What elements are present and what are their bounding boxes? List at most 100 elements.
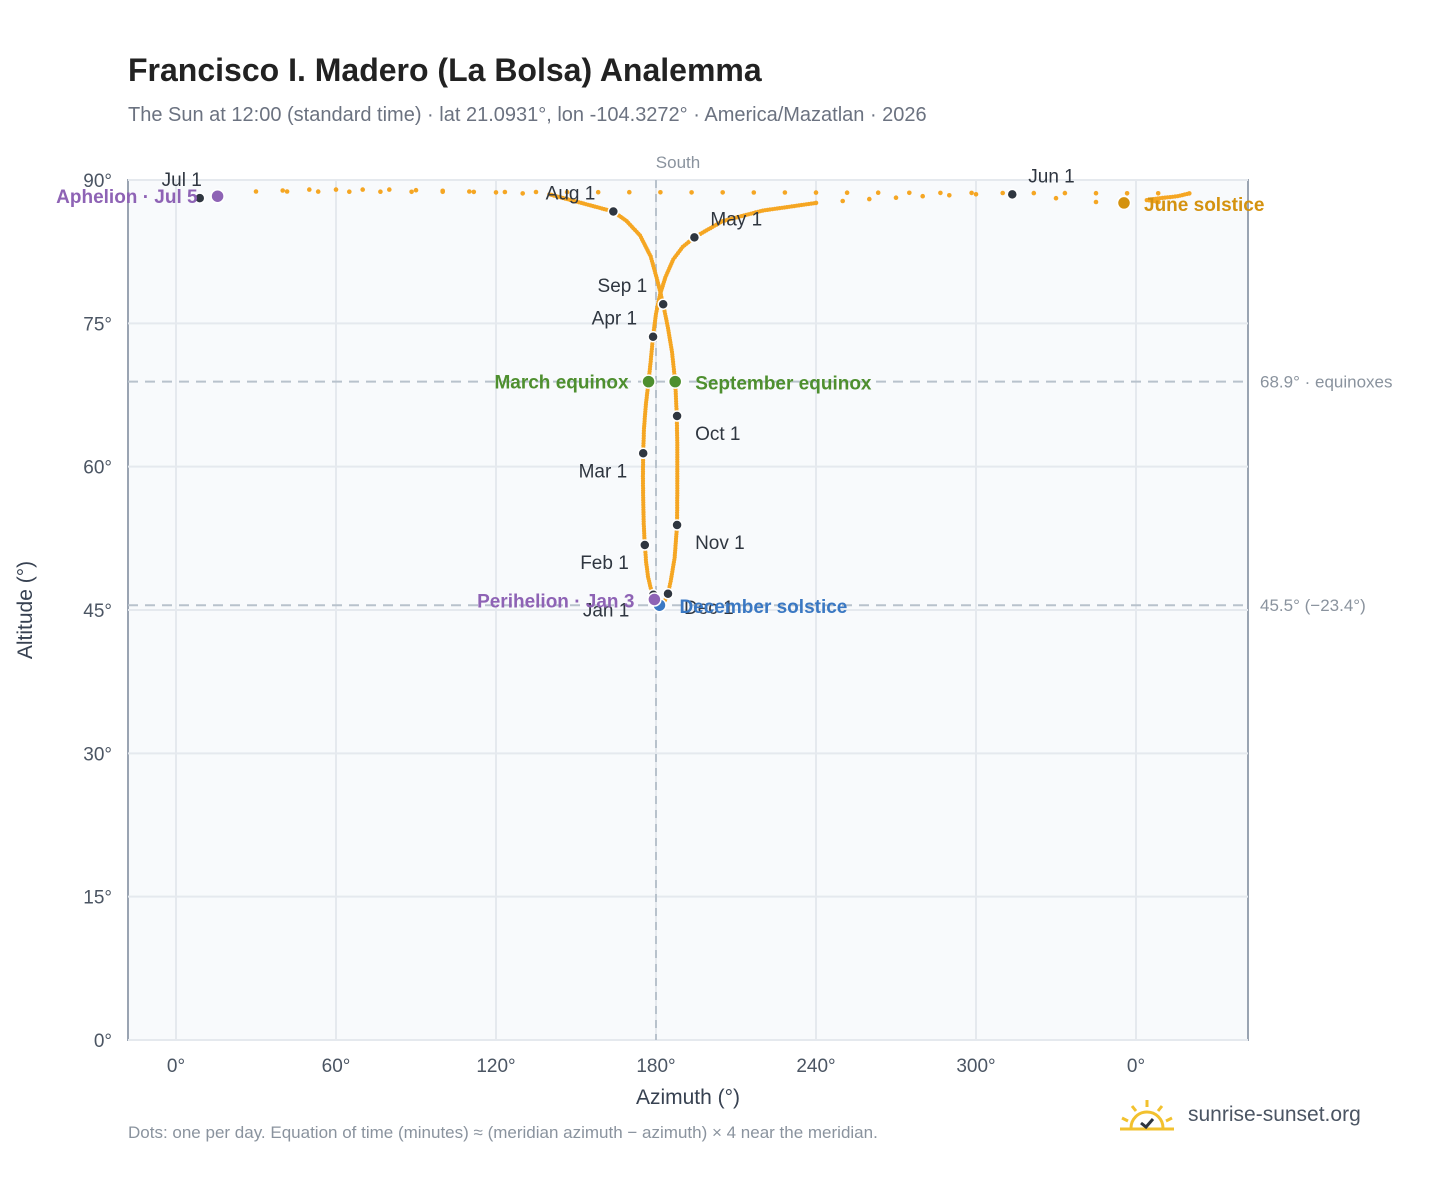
daily-dot <box>1155 191 1161 196</box>
daily-dot <box>720 190 725 195</box>
brand-text: sunrise-sunset.org <box>1188 1103 1361 1126</box>
daily-dot <box>1000 190 1005 196</box>
event-marker <box>647 592 662 607</box>
month-label: Apr 1 <box>592 309 637 330</box>
daily-dot <box>893 195 899 200</box>
daily-dot <box>627 189 632 195</box>
event-marker <box>210 188 225 204</box>
x-tick-label: 300° <box>956 1056 995 1077</box>
sun-logo-icon <box>1120 1100 1174 1131</box>
brand[interactable]: sunrise-sunset.org <box>1118 1098 1361 1132</box>
daily-dot <box>307 187 312 192</box>
month-label: Nov 1 <box>695 533 745 554</box>
daily-dot <box>658 190 663 195</box>
daily-dot <box>751 190 757 195</box>
x-tick-label: 120° <box>476 1056 515 1077</box>
daily-dot <box>280 188 286 193</box>
month-label: Feb 1 <box>580 553 629 574</box>
event-marker <box>641 374 656 389</box>
x-tick-label: 0° <box>167 1056 185 1077</box>
daily-dot <box>947 193 952 198</box>
daily-dot <box>284 189 290 194</box>
daily-dot <box>1124 191 1130 196</box>
daily-dot <box>253 189 259 194</box>
chart-subtitle: The Sun at 12:00 (standard time) · lat 2… <box>128 104 927 126</box>
y-tick-label: 15° <box>83 888 112 909</box>
daily-dot <box>493 190 499 195</box>
daily-dot <box>595 189 601 195</box>
month-label: Jun 1 <box>1028 166 1074 187</box>
daily-dot <box>920 193 925 199</box>
event-label: Aphelion · Jul 5 <box>56 187 198 208</box>
x-axis-label: Azimuth (°) <box>636 1086 740 1109</box>
event-label: March equinox <box>494 373 629 394</box>
daily-dot <box>378 189 383 194</box>
y-axis-label: Altitude (°) <box>14 561 37 659</box>
y-tick-label: 60° <box>83 458 112 479</box>
x-tick-label: 240° <box>796 1056 835 1077</box>
month-marker <box>657 298 669 310</box>
month-marker <box>193 192 206 204</box>
daily-dot <box>467 189 472 194</box>
markers: Jan 1 Feb 1 Mar 1 Apr 1 May 1 Jun 1 Jul 1 Aug 1… <box>56 166 1264 621</box>
daily-dot <box>333 187 339 192</box>
daily-dot <box>1093 190 1099 196</box>
month-label: Jul 1 <box>162 170 202 191</box>
daily-dot <box>1093 199 1099 205</box>
daily-dot <box>689 190 694 195</box>
daily-dot <box>533 189 539 195</box>
daily-dot <box>440 188 446 194</box>
daily-dot <box>471 189 477 195</box>
daily-dot <box>969 190 974 196</box>
event-label: Perihelion · Jan 3 <box>477 591 634 612</box>
daily-dot <box>813 200 819 206</box>
event-marker <box>667 374 683 389</box>
month-label: Oct 1 <box>695 424 740 445</box>
month-marker <box>647 330 659 343</box>
daily-dot <box>413 187 419 193</box>
daily-dot <box>813 190 819 195</box>
month-marker <box>1006 188 1019 201</box>
y-tick-label: 0° <box>94 1031 112 1052</box>
month-label: Mar 1 <box>579 461 628 482</box>
daily-dot <box>360 187 366 192</box>
daily-dot <box>907 190 912 196</box>
month-label: Jan 1 <box>583 601 629 622</box>
reference-line-label: 45.5° (−23.4°) <box>1260 596 1366 615</box>
month-marker <box>671 410 683 422</box>
chart-title: Francisco I. Madero (La Bolsa) Analemma <box>128 52 762 88</box>
daily-dot <box>1053 195 1059 201</box>
month-label: Dec 1 <box>684 598 734 619</box>
y-tick-label: 75° <box>83 314 112 335</box>
daily-dot <box>1187 191 1192 196</box>
month-marker <box>688 231 701 244</box>
daily-dot <box>844 190 850 195</box>
event-label: September equinox <box>695 374 872 395</box>
month-marker <box>607 205 620 218</box>
month-label: Aug 1 <box>546 184 596 205</box>
y-tick-label: 90° <box>83 171 112 192</box>
event-marker <box>1116 195 1132 211</box>
y-tick-label: 45° <box>83 601 112 622</box>
month-marker <box>662 588 674 600</box>
daily-dot <box>564 189 570 195</box>
event-label: June solstice <box>1144 195 1264 216</box>
daily-dot <box>782 190 788 195</box>
daily-dot <box>347 189 352 194</box>
event-label: December solstice <box>679 597 847 618</box>
daily-dot <box>867 196 872 202</box>
daily-dot <box>938 190 943 196</box>
reference-line-label: 68.9° · equinoxes <box>1260 373 1393 392</box>
x-tick-label: 60° <box>322 1056 351 1077</box>
daily-dot <box>875 190 881 195</box>
month-marker <box>639 539 651 551</box>
daily-dot <box>520 191 525 196</box>
daily-dot <box>973 192 979 197</box>
daily-dot <box>1031 190 1037 196</box>
footnote: Dots: one per day. Equation of time (min… <box>128 1123 878 1142</box>
month-marker <box>671 519 683 531</box>
daily-dot <box>315 189 321 194</box>
x-tick-label: 0° <box>1127 1056 1145 1077</box>
month-label: May 1 <box>710 209 762 230</box>
